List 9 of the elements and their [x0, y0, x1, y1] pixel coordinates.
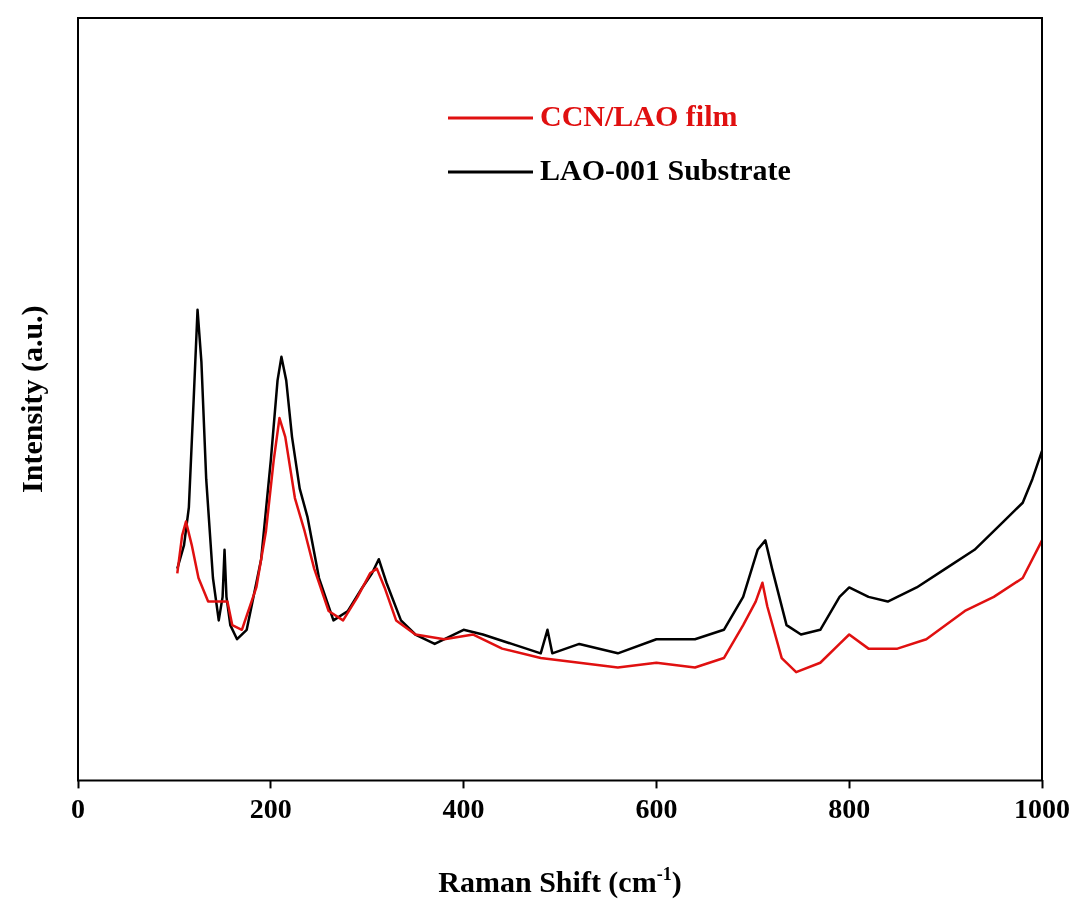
x-tick-label: 400: [442, 793, 485, 825]
x-tick-label: 800: [828, 793, 871, 825]
x-tick-label: 200: [249, 793, 292, 825]
y-axis-title: Intensity (a.u.): [15, 305, 49, 493]
x-tick-label: 0: [71, 793, 85, 825]
legend-label: LAO-001 Substrate: [540, 152, 791, 186]
x-tick-label: 1000: [1014, 793, 1070, 825]
x-tick-label: 600: [635, 793, 678, 825]
legend-label: CCN/LAO film: [540, 98, 738, 132]
